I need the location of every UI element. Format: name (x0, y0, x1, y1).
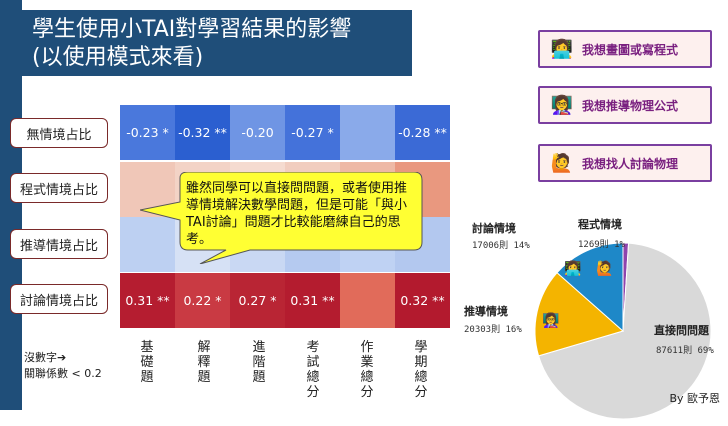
speech-bubble-text: 雖然同學可以直接問問題，或者使用推導情境解決數學問題，但是可能「與小TAI討論」… (186, 181, 408, 247)
heatmap-cell: -0.23 * (120, 105, 175, 160)
page-title: 學生使用小TAI對學習結果的影響 (以使用模式來看) (22, 10, 412, 76)
pie-label-derive: 推導情境 (464, 305, 508, 318)
title-line-2: (以使用模式來看) (32, 45, 204, 70)
row-label-none: 無情境占比 (10, 118, 108, 148)
pie-slice (537, 242, 712, 420)
pie-chart (534, 242, 712, 420)
heatmap-cell: 0.31 ** (285, 273, 340, 328)
pie-slice (556, 242, 624, 333)
heatmap-cell (340, 273, 395, 328)
pie-value-discuss: 17006則 14% (472, 241, 530, 251)
pie-value-direct: 87611則 69% (656, 346, 714, 356)
pie-label-discuss: 討論情境 (472, 222, 516, 235)
person-laptop-icon: 👩‍💻 (550, 38, 574, 60)
teacher-board-icon: 👩‍🏫 (550, 94, 574, 116)
significance-note: 沒數字➔ 關聯係數 < 0.2 (24, 350, 102, 382)
left-accent-bar (0, 0, 22, 410)
pie-slice (534, 272, 625, 357)
draw-or-code-button[interactable]: 👩‍💻 我想畫圖或寫程式 (538, 30, 712, 68)
discuss-physics-label: 我想找人討論物理 (582, 156, 679, 171)
column-label: 進階題 (252, 340, 266, 385)
note-line-2: 關聯係數 < 0.2 (24, 367, 102, 380)
heatmap-cell (120, 217, 175, 272)
heatmap-cell: -0.32 ** (175, 105, 230, 160)
heatmap-cell: 0.31 ** (120, 273, 175, 328)
note-line-1: 沒數字➔ (24, 351, 67, 364)
row-label-code: 程式情境占比 (10, 173, 108, 203)
heatmap-cell: 0.22 * (175, 273, 230, 328)
teacher-board-icon: 👩‍🏫 (542, 313, 560, 329)
pie-value-derive: 20303則 16% (464, 325, 522, 335)
person-laptop-icon: 👩‍💻 (564, 261, 582, 277)
row-label-discuss: 討論情境占比 (10, 284, 108, 314)
column-label: 基礎題 (140, 340, 154, 385)
pie-label-direct: 直接問問題 (654, 324, 709, 337)
heatmap-cell: 0.27 * (230, 273, 285, 328)
author-credit: By 歐予恩 (669, 392, 720, 405)
column-label: 作業總分 (360, 340, 374, 400)
row-label-derive: 推導情境占比 (10, 229, 108, 259)
discuss-physics-button[interactable]: 🙋 我想找人討論物理 (538, 144, 712, 182)
pie-value-code: 1269則 1% (578, 240, 625, 250)
person-raising-hand-icon: 🙋 (550, 152, 574, 174)
column-label: 學期總分 (414, 340, 428, 400)
heatmap-cell: -0.27 * (285, 105, 340, 160)
draw-or-code-label: 我想畫圖或寫程式 (582, 42, 679, 57)
heatmap-cell: -0.28 ** (395, 105, 450, 160)
derive-formula-label: 我想推導物理公式 (582, 98, 679, 113)
pie-label-code: 程式情境 (578, 218, 622, 231)
heatmap-cell: -0.20 (230, 105, 285, 160)
person-raising-hand-icon: 🙋 (596, 261, 614, 277)
heatmap-cell (340, 105, 395, 160)
speech-bubble (140, 172, 423, 264)
column-label: 解釋題 (197, 340, 211, 385)
derive-formula-button[interactable]: 👩‍🏫 我想推導物理公式 (538, 86, 712, 124)
title-line-1: 學生使用小TAI對學習結果的影響 (32, 17, 352, 42)
column-label: 考試總分 (306, 340, 320, 400)
heatmap-cell: 0.32 ** (395, 273, 450, 328)
